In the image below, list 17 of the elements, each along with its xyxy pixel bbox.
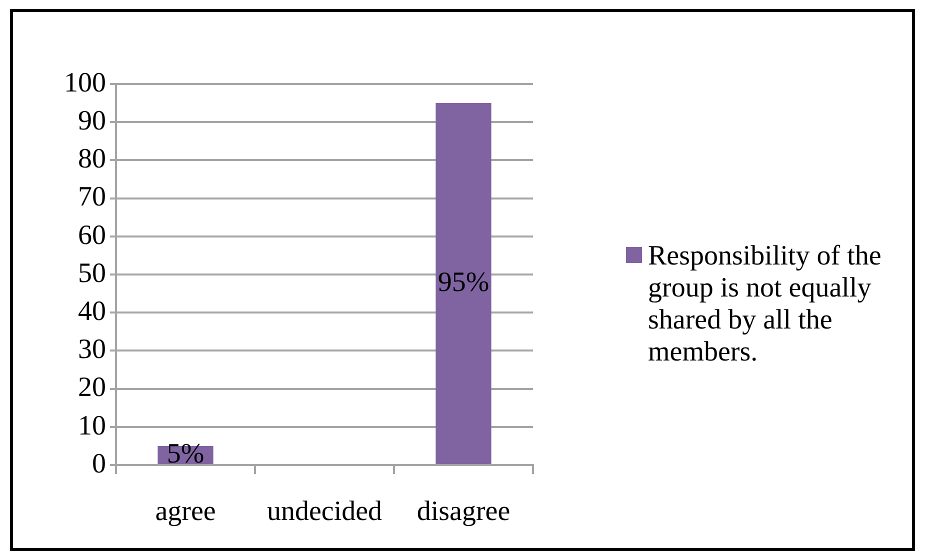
- data-label: 95%: [438, 266, 490, 298]
- y-tick-label: 80: [78, 144, 106, 175]
- legend-label: Responsibility of the group is not equally shared by all the members.: [648, 240, 882, 368]
- y-tick-label: 40: [78, 296, 106, 327]
- y-tick-label: 20: [78, 372, 106, 404]
- y-tick-label: 70: [78, 182, 106, 213]
- y-tick-label: 100: [64, 67, 106, 98]
- y-tick-label: 50: [78, 258, 106, 289]
- y-tick-label: 0: [92, 448, 106, 480]
- x-tick-label: undecided: [266, 496, 382, 528]
- y-tick-label: 10: [78, 410, 106, 442]
- x-tick-label: agree: [155, 496, 216, 528]
- x-tick-label: disagree: [416, 496, 510, 528]
- y-tick-label: 60: [78, 220, 106, 251]
- data-label: 5%: [166, 438, 204, 470]
- y-tick-label: 30: [78, 334, 106, 366]
- y-tick-label: 90: [78, 105, 106, 136]
